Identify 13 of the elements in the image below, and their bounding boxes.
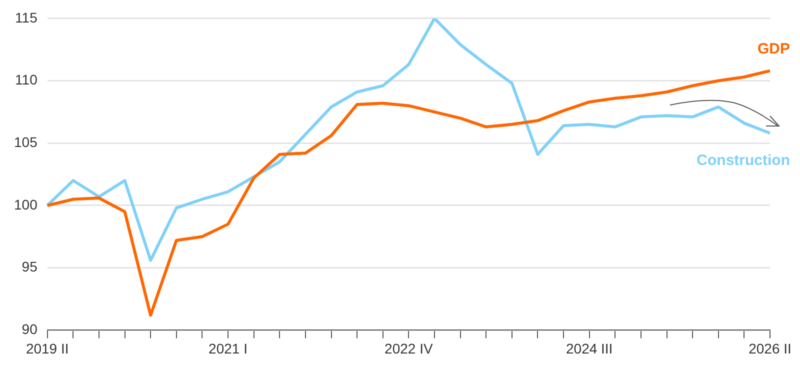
- x-tick-label: 2026 II: [748, 340, 792, 356]
- x-tick-label: 2021 I: [208, 340, 248, 356]
- series-label: GDP: [757, 40, 790, 58]
- y-tick-label: 105: [14, 134, 38, 150]
- y-tick-label: 115: [15, 9, 38, 26]
- y-tick-label: 95: [22, 258, 38, 275]
- y-tick-label: 110: [15, 72, 38, 88]
- x-tick-label: 2022 IV: [384, 340, 434, 356]
- series-label: Construction: [696, 152, 790, 169]
- x-tick-label: 2024 III: [566, 340, 613, 356]
- y-tick-label: 90: [22, 321, 38, 338]
- y-tick-label: 100: [14, 196, 38, 212]
- x-tick-label: 2019 II: [26, 340, 69, 356]
